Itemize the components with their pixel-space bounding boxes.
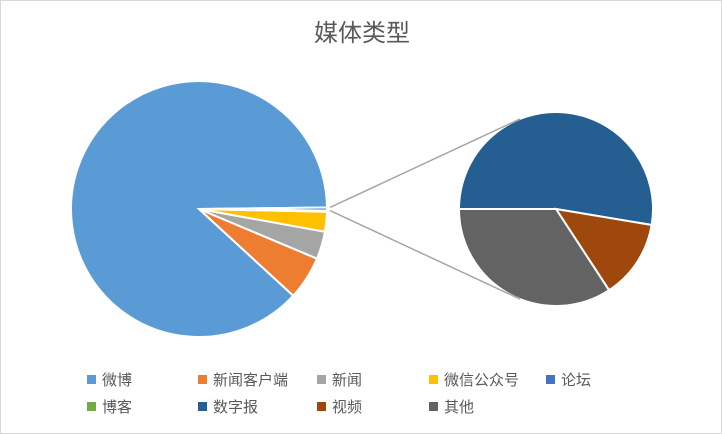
legend-label: 新闻客户端 [213,371,289,389]
legend-label: 论坛 [561,371,592,389]
legend-swatch [198,375,207,384]
secondary-slice-7 [553,207,653,292]
legend-label: 微信公众号 [444,371,520,389]
legend-swatch [87,375,96,384]
legend-swatch [317,375,326,384]
secondary-slice-6 [457,111,654,227]
legend-item-4: 论坛 [546,369,591,390]
legend-item-8: 其他 [429,396,474,417]
legend-item-3: 微信公众号 [429,369,519,390]
legend-swatch [429,402,438,411]
connector-line-bottom [329,209,521,300]
legend-item-5: 博客 [87,396,132,417]
legend-item-0: 微博 [87,369,132,390]
legend-item-2: 新闻 [317,369,362,390]
legend-item-7: 视频 [317,396,362,417]
chart-title: 媒体类型 [314,19,410,47]
legend-label: 数字报 [213,398,259,416]
legend-label: 新闻 [332,371,363,389]
legend-swatch [429,375,438,384]
legend-item-1: 新闻客户端 [198,369,288,390]
legend-swatch [546,375,555,384]
connector-line-top [329,118,521,209]
legend-swatch [87,402,96,411]
legend-label: 其他 [444,398,475,416]
legend-label: 博客 [102,398,133,416]
legend-label: 视频 [332,398,363,416]
legend-swatch [317,402,326,411]
legend-item-6: 数字报 [198,396,258,417]
legend-label: 微博 [102,371,133,389]
legend-swatch [198,402,207,411]
pie-slice-combined [198,206,329,212]
